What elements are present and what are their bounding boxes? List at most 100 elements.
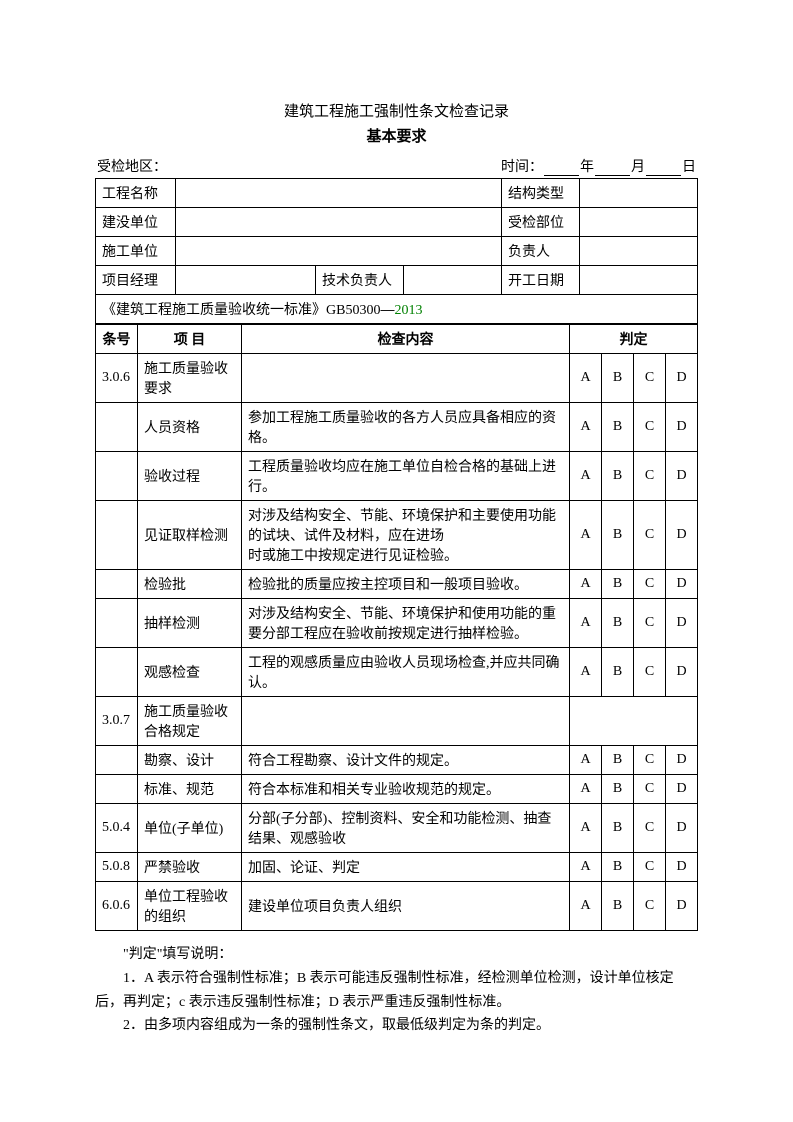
cell-judge-d[interactable]: D bbox=[666, 599, 698, 648]
cell-judge-c[interactable]: C bbox=[634, 882, 666, 931]
cell-judge-a[interactable]: A bbox=[570, 501, 602, 570]
cell-judge-d[interactable]: D bbox=[666, 354, 698, 403]
cell-judge-b[interactable]: B bbox=[602, 354, 634, 403]
cell-item: 人员资格 bbox=[138, 403, 242, 452]
cell-content: 分部(子分部)、控制资料、安全和功能检测、抽查结果、观感验收 bbox=[242, 804, 570, 853]
cell-judge-a[interactable]: A bbox=[570, 403, 602, 452]
cell-judge-d[interactable]: D bbox=[666, 853, 698, 882]
cell-judge-b[interactable]: B bbox=[602, 882, 634, 931]
cell-judge-a[interactable]: A bbox=[570, 804, 602, 853]
cell-judge-b[interactable]: B bbox=[602, 599, 634, 648]
cell-content bbox=[242, 354, 570, 403]
cell-judge-b[interactable]: B bbox=[602, 775, 634, 804]
header-content: 检查内容 bbox=[242, 325, 570, 354]
cell-judge-c[interactable]: C bbox=[634, 570, 666, 599]
table-row: 观感检查工程的观感质量应由验收人员现场检查,并应共同确认。ABCD bbox=[96, 648, 698, 697]
cell-judge-c[interactable]: C bbox=[634, 853, 666, 882]
table-row: 施工单位 负责人 bbox=[96, 237, 698, 266]
main-tbody: 3.0.6施工质量验收要求ABCD人员资格参加工程施工质量验收的各方人员应具备相… bbox=[96, 354, 698, 931]
construct-unit-field[interactable] bbox=[176, 237, 502, 266]
cell-item: 单位(子单位) bbox=[138, 804, 242, 853]
cell-judge-c[interactable]: C bbox=[634, 403, 666, 452]
cell-judge-b[interactable]: B bbox=[602, 452, 634, 501]
cell-judge-a[interactable]: A bbox=[570, 599, 602, 648]
cell-content: 符合工程勘察、设计文件的规定。 bbox=[242, 746, 570, 775]
cell-content: 符合本标准和相关专业验收规范的规定。 bbox=[242, 775, 570, 804]
cell-content: 参加工程施工质量验收的各方人员应具备相应的资格。 bbox=[242, 403, 570, 452]
responsible-field[interactable] bbox=[580, 237, 698, 266]
cell-item: 施工质量验收要求 bbox=[138, 354, 242, 403]
cell-judge-a[interactable]: A bbox=[570, 354, 602, 403]
time-label: 时间： bbox=[501, 156, 543, 176]
table-row: 标准、规范符合本标准和相关专业验收规范的规定。ABCD bbox=[96, 775, 698, 804]
cell-judge-b[interactable]: B bbox=[602, 570, 634, 599]
table-header-row: 条号 项 目 检查内容 判定 bbox=[96, 325, 698, 354]
inspect-dept-field[interactable] bbox=[580, 208, 698, 237]
cell-judge-d[interactable]: D bbox=[666, 804, 698, 853]
cell-judge-b[interactable]: B bbox=[602, 746, 634, 775]
project-name-field[interactable] bbox=[176, 179, 502, 208]
cell-item: 观感检查 bbox=[138, 648, 242, 697]
cell-judge-a[interactable]: A bbox=[570, 853, 602, 882]
notes-line0: "判定"填写说明： bbox=[95, 943, 698, 967]
cell-judge-c[interactable]: C bbox=[634, 501, 666, 570]
cell-judge-d[interactable]: D bbox=[666, 452, 698, 501]
header-judge: 判定 bbox=[570, 325, 698, 354]
cell-judge-a[interactable]: A bbox=[570, 452, 602, 501]
project-name-label: 工程名称 bbox=[96, 179, 176, 208]
main-table: 条号 项 目 检查内容 判定 3.0.6施工质量验收要求ABCD人员资格参加工程… bbox=[95, 324, 698, 931]
cell-num bbox=[96, 648, 138, 697]
table-row: 6.0.6单位工程验收的组织建设单位项目负责人组织ABCD bbox=[96, 882, 698, 931]
cell-item: 严禁验收 bbox=[138, 853, 242, 882]
month-blank[interactable] bbox=[595, 156, 630, 176]
cell-item: 验收过程 bbox=[138, 452, 242, 501]
cell-judge-b[interactable]: B bbox=[602, 403, 634, 452]
cell-judge-c[interactable]: C bbox=[634, 452, 666, 501]
cell-judge-c[interactable]: C bbox=[634, 775, 666, 804]
cell-content: 加固、论证、判定 bbox=[242, 853, 570, 882]
table-row: 见证取样检测对涉及结构安全、节能、环境保护和主要使用功能的试块、试件及材料，应在… bbox=[96, 501, 698, 570]
cell-judge-b[interactable]: B bbox=[602, 648, 634, 697]
standard-year: 2013 bbox=[394, 303, 422, 318]
cell-judge-a[interactable]: A bbox=[570, 648, 602, 697]
cell-judge-c[interactable]: C bbox=[634, 599, 666, 648]
cell-judge-b[interactable]: B bbox=[602, 804, 634, 853]
cell-judge-a[interactable]: A bbox=[570, 882, 602, 931]
cell-item: 检验批 bbox=[138, 570, 242, 599]
table-row: 人员资格参加工程施工质量验收的各方人员应具备相应的资格。ABCD bbox=[96, 403, 698, 452]
cell-judge-a[interactable]: A bbox=[570, 570, 602, 599]
cell-judge-d[interactable]: D bbox=[666, 501, 698, 570]
build-unit-label: 建没单位 bbox=[96, 208, 176, 237]
day-blank[interactable] bbox=[646, 156, 681, 176]
cell-judge-b[interactable]: B bbox=[602, 853, 634, 882]
cell-judge-c[interactable]: C bbox=[634, 354, 666, 403]
standard-dash: — bbox=[380, 301, 394, 317]
notes-line1: 1．A 表示符合强制性标准；B 表示可能违反强制性标准，经检测单位检测，设计单位… bbox=[95, 967, 698, 1015]
cell-judge-d[interactable]: D bbox=[666, 570, 698, 599]
cell-judge-c[interactable]: C bbox=[634, 804, 666, 853]
cell-judge-c[interactable]: C bbox=[634, 648, 666, 697]
year-label: 年 bbox=[580, 156, 594, 176]
cell-content: 工程的观感质量应由验收人员现场检查,并应共同确认。 bbox=[242, 648, 570, 697]
cell-judge-d[interactable]: D bbox=[666, 403, 698, 452]
cell-judge-d[interactable]: D bbox=[666, 648, 698, 697]
cell-judge-c[interactable]: C bbox=[634, 746, 666, 775]
pm-field[interactable] bbox=[176, 266, 316, 295]
cell-item: 标准、规范 bbox=[138, 775, 242, 804]
struct-type-field[interactable] bbox=[580, 179, 698, 208]
cell-judge-a[interactable]: A bbox=[570, 746, 602, 775]
cell-judge-d[interactable]: D bbox=[666, 746, 698, 775]
struct-type-label: 结构类型 bbox=[502, 179, 580, 208]
cell-judge-b[interactable]: B bbox=[602, 501, 634, 570]
year-blank[interactable] bbox=[544, 156, 579, 176]
build-unit-field[interactable] bbox=[176, 208, 502, 237]
cell-judge-d[interactable]: D bbox=[666, 882, 698, 931]
responsible-label: 负责人 bbox=[502, 237, 580, 266]
table-row: 《建筑工程施工质量验收统一标准》GB50300—2013 bbox=[96, 295, 698, 324]
tech-lead-field[interactable] bbox=[404, 266, 502, 295]
construct-unit-label: 施工单位 bbox=[96, 237, 176, 266]
cell-num bbox=[96, 403, 138, 452]
cell-judge-a[interactable]: A bbox=[570, 775, 602, 804]
start-date-field[interactable] bbox=[580, 266, 698, 295]
cell-judge-d[interactable]: D bbox=[666, 775, 698, 804]
